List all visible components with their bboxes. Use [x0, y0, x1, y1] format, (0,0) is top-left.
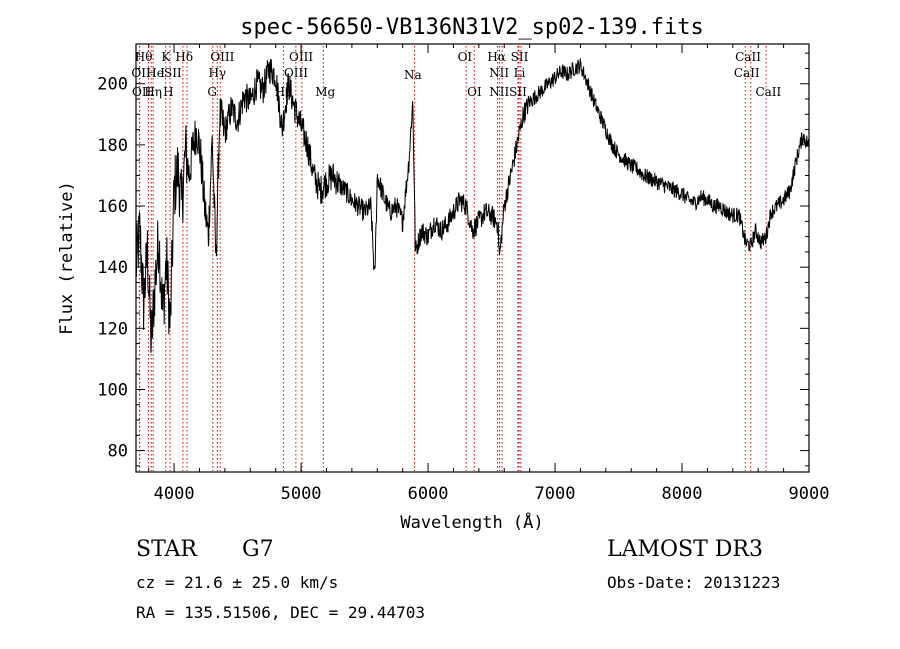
- x-tick-label: 4000: [154, 484, 195, 504]
- y-tick-label: 80: [108, 442, 128, 462]
- x-tick-label: 8000: [662, 484, 703, 504]
- chart-title: spec-56650-VB136N31V2_sp02-139.fits: [240, 15, 704, 40]
- spectral-line-label: OII: [131, 66, 151, 80]
- x-tick-label: 5000: [281, 484, 322, 504]
- spectral-line-label: OI: [458, 50, 473, 64]
- spectral-line-label: CaII: [735, 50, 761, 64]
- spectral-line-label: SII: [164, 66, 182, 80]
- spectral-line-label: H: [163, 85, 173, 99]
- spectral-line-label: Hθ: [135, 50, 153, 64]
- spectral-line-label: Hα: [487, 50, 506, 64]
- reference-lines: [138, 46, 767, 471]
- spectral-line-label: SII: [511, 50, 529, 64]
- spectral-line-label: OIII: [210, 50, 234, 64]
- spectral-line-label: Li: [514, 66, 526, 80]
- y-axis-label: Flux (relative): [57, 181, 77, 335]
- flux-series-line: [135, 58, 810, 353]
- spectral-line-label: I: [160, 66, 165, 80]
- y-tick-label: 120: [97, 319, 128, 339]
- y-tick-label: 180: [97, 136, 128, 156]
- y-tick-label: 160: [97, 197, 128, 217]
- spectral-line-label: OI: [467, 85, 482, 99]
- coordinates: RA = 135.51506, DEC = 29.44703: [136, 603, 425, 622]
- spectral-line-label: OIII: [284, 66, 308, 80]
- axes: 4000 5000 6000 7000 8000 9000 80 100 120 140 160 18…: [97, 44, 829, 504]
- object-subclass: G7: [242, 537, 274, 562]
- spectral-line-label: CaII: [755, 85, 781, 99]
- spectral-line-label: Hγ: [208, 66, 226, 80]
- spectral-line-label: Hη: [144, 85, 162, 99]
- spectral-line-label: Na: [404, 68, 422, 82]
- x-axis-label: Wavelength (Å): [400, 511, 543, 533]
- y-tick-label: 140: [97, 258, 128, 278]
- x-tick-label: 7000: [535, 484, 576, 504]
- redshift-cz: cz = 21.6 ± 25.0 km/s: [136, 573, 339, 592]
- spectral-line-label: OIII: [289, 50, 313, 64]
- spectral-line-label: He: [146, 66, 164, 80]
- spectral-line-label: NIISII: [489, 85, 527, 99]
- observation-date: Obs-Date: 20131223: [607, 573, 781, 592]
- spectral-line-label: NII: [489, 66, 509, 80]
- x-tick-label: 6000: [408, 484, 449, 504]
- x-tick-label: 9000: [789, 484, 830, 504]
- spectral-line-label: G: [207, 85, 217, 99]
- spectral-line-label: OII: [132, 85, 152, 99]
- spectral-line-label: CaII: [734, 66, 760, 80]
- object-class: STAR: [136, 537, 197, 562]
- y-tick-label: 100: [97, 380, 128, 400]
- spectral-line-label: K: [161, 50, 171, 64]
- y-tick-label: 200: [97, 75, 128, 95]
- survey-name: LAMOST DR3: [607, 537, 763, 562]
- plot-frame: [135, 43, 810, 473]
- spectral-line-label: Hδ: [175, 50, 193, 64]
- spectral-line-label: Mg: [315, 85, 335, 99]
